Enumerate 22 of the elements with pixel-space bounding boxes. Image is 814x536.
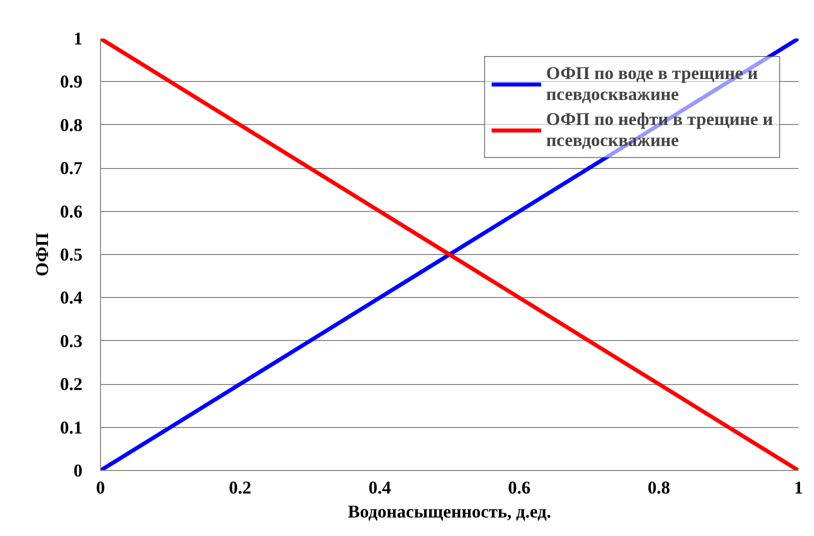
x-axis-title: Водонасыщенность, д.ед. <box>348 502 552 522</box>
y-tick-label: 0.7 <box>60 158 82 178</box>
y-axis-title: ОФП <box>32 232 52 276</box>
x-tick-label: 0.2 <box>228 478 252 498</box>
x-tick-label: 0.4 <box>368 478 391 498</box>
y-tick-label: 0.6 <box>60 201 82 222</box>
y-tick-label: 0.9 <box>60 72 82 92</box>
line-series <box>100 38 798 470</box>
x-tick-label: 0.8 <box>648 478 670 498</box>
y-tick-label: 0.3 <box>60 330 82 351</box>
y-tick-label: 0.8 <box>60 114 82 135</box>
x-tick-label: 0 <box>96 478 105 498</box>
y-tick-label: 0.2 <box>60 374 82 394</box>
y-tick-label: 0.5 <box>60 244 82 264</box>
y-tick-label: 0.1 <box>60 417 82 438</box>
legend-label: ОФП по нефти в трещине и псевдоскважине <box>546 109 773 151</box>
y-tick-label: 0 <box>74 460 82 480</box>
x-tick-label: 0.6 <box>508 478 531 498</box>
x-tick-label: 1 <box>794 478 803 498</box>
y-tick-label: 0.4 <box>60 288 82 308</box>
y-tick-label: 1 <box>74 28 82 48</box>
legend-label: ОФП по воде в трещине и псевдоскважине <box>546 63 758 105</box>
